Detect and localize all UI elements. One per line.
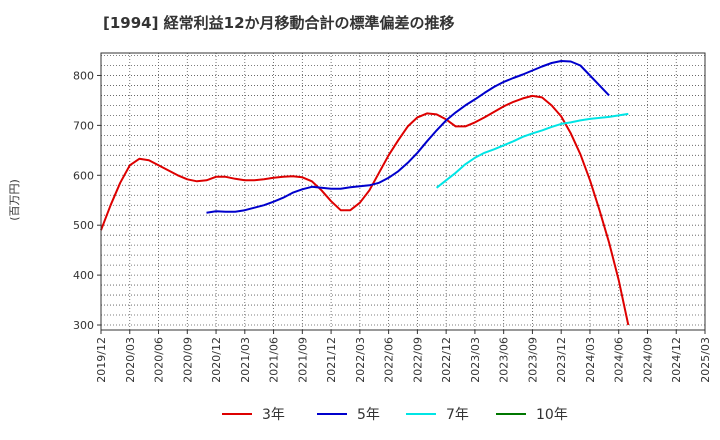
- x-tick-label: 2019/12: [95, 337, 108, 383]
- x-tick-label: 2022/06: [383, 337, 396, 383]
- grid: [101, 53, 705, 330]
- y-axis-label: (百万円): [8, 179, 21, 221]
- x-tick-label: 2020/09: [181, 337, 194, 383]
- x-tick-label: 2023/06: [498, 337, 511, 383]
- chart-title: [1994] 経常利益12か月移動合計の標準偏差の推移: [103, 14, 455, 32]
- x-tick-label: 2022/09: [411, 337, 424, 383]
- x-tick-label: 2024/06: [613, 337, 626, 383]
- x-axis: 2019/12 2020/03 2020/06 2020/09 2020/12 2021/…: [95, 330, 712, 383]
- legend-label-4: 10年: [536, 407, 568, 423]
- series-layer: [100, 60, 630, 326]
- legend-label-1: 3年: [262, 407, 285, 423]
- x-tick-label: 2022/12: [440, 337, 453, 383]
- series-line-1: [100, 94, 630, 326]
- y-tick-label: 700: [73, 119, 94, 132]
- x-tick-label: 2023/09: [526, 337, 539, 383]
- x-tick-label: 2024/09: [641, 337, 654, 383]
- legend: 3年 5年 7年 10年: [222, 407, 568, 423]
- x-tick-label: 2020/03: [124, 337, 137, 383]
- y-tick-label: 300: [73, 319, 94, 332]
- y-tick-label: 500: [73, 219, 94, 232]
- series-line-3: [435, 112, 629, 189]
- y-axis: 300 400 500 600 700 800: [73, 69, 101, 332]
- y-tick-label: 600: [73, 169, 94, 182]
- x-tick-label: 2021/09: [296, 337, 309, 383]
- y-tick-label: 400: [73, 269, 94, 282]
- x-tick-label: 2023/12: [555, 337, 568, 383]
- legend-label-2: 5年: [357, 407, 380, 423]
- x-tick-label: 2021/12: [325, 337, 338, 383]
- x-tick-label: 2024/03: [584, 337, 597, 383]
- y-tick-label: 800: [73, 69, 94, 82]
- x-tick-label: 2020/06: [153, 337, 166, 383]
- series-line-2: [206, 60, 610, 214]
- x-tick-label: 2021/06: [268, 337, 281, 383]
- x-tick-label: 2024/12: [670, 337, 683, 383]
- plot-frame: [100, 52, 706, 331]
- x-tick-label: 2021/03: [239, 337, 252, 383]
- x-tick-label: 2023/03: [469, 337, 482, 383]
- x-tick-label: 2025/03: [699, 337, 712, 383]
- x-tick-label: 2022/03: [354, 337, 367, 383]
- legend-label-3: 7年: [446, 407, 469, 423]
- x-tick-label: 2020/12: [210, 337, 223, 383]
